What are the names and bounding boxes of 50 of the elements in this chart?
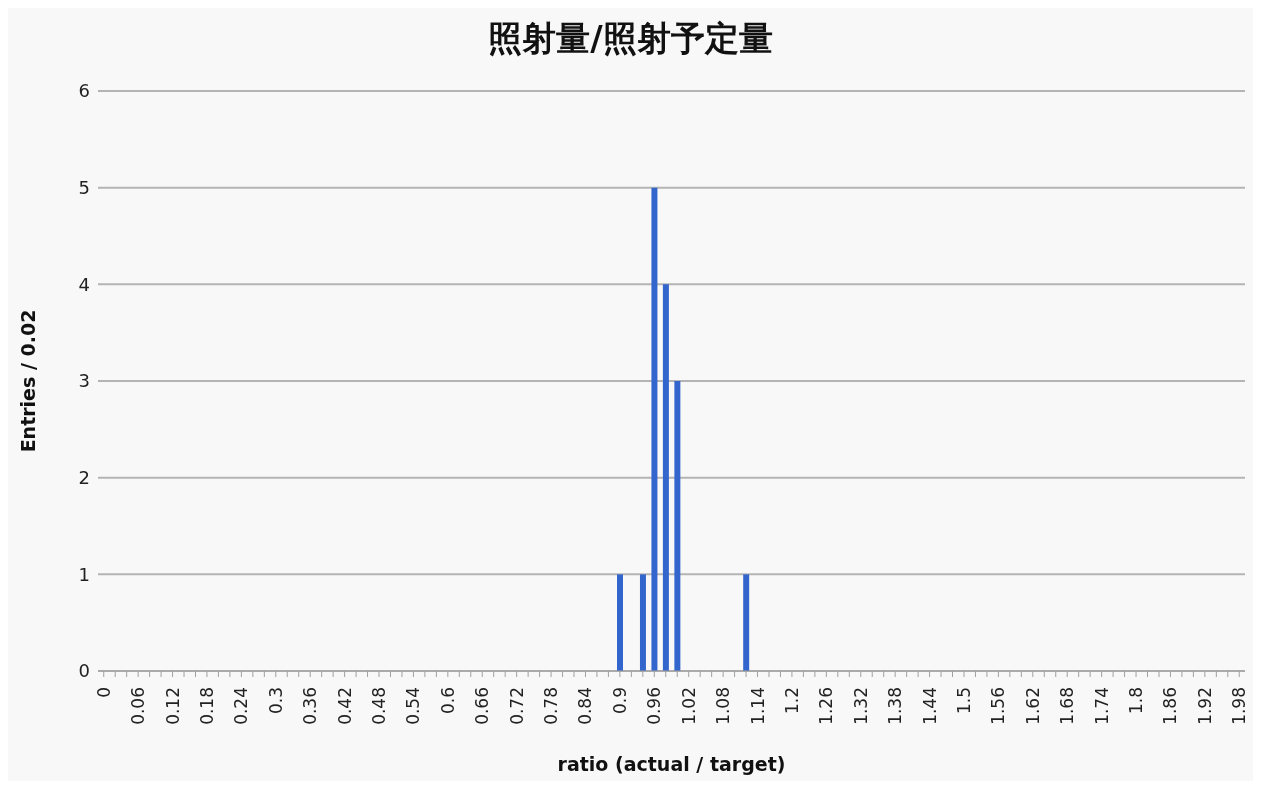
bar [639, 574, 646, 671]
x-tick-label: 0.9 [609, 687, 630, 715]
x-tick-label: 0.42 [334, 687, 355, 725]
x-tick-label: 1.68 [1057, 687, 1078, 725]
x-tick-label: 0.96 [644, 687, 665, 725]
x-tick-label: 0.06 [128, 687, 149, 725]
x-tick-label: 1.92 [1194, 687, 1215, 725]
x-tick-label: 1.02 [678, 687, 699, 725]
bar [674, 381, 681, 671]
x-axis-title: ratio (actual / target) [557, 753, 786, 775]
y-tick-label: 3 [78, 370, 90, 392]
y-tick-label: 1 [78, 563, 90, 585]
bar [651, 187, 658, 671]
chart-title: 照射量/照射予定量 [487, 17, 774, 60]
x-tick-label: 0.84 [575, 687, 596, 725]
x-tick-label: 1.62 [1022, 687, 1043, 725]
x-tick-label: 0.6 [437, 687, 458, 715]
x-tick-label: 1.98 [1229, 687, 1250, 725]
x-tick-label: 0.66 [472, 687, 493, 725]
y-tick-label: 5 [78, 177, 90, 199]
x-tick-label: 1.86 [1160, 687, 1181, 725]
y-axis-title: Entries / 0.02 [16, 309, 39, 453]
bar [743, 574, 750, 671]
x-tick-label: 0.24 [231, 687, 252, 725]
x-tick-label: 0.54 [403, 687, 424, 725]
x-tick-label: 1.32 [850, 687, 871, 725]
x-tick-label: 0.78 [541, 687, 562, 725]
x-tick-label: 1.56 [988, 687, 1009, 725]
x-tick-label: 0.72 [506, 687, 527, 725]
x-tick-label: 1.38 [885, 687, 906, 725]
x-tick-label: 1.26 [816, 687, 837, 725]
y-tick-label: 0 [78, 660, 90, 682]
bar [617, 574, 624, 671]
x-tick-label: 1.8 [1126, 687, 1147, 715]
x-tick-label: 1.5 [953, 687, 974, 715]
y-tick-label: 6 [78, 80, 90, 102]
x-tick-label: 0.3 [265, 687, 286, 715]
x-tick-label: 1.08 [713, 687, 734, 725]
x-tick-label: 1.2 [781, 687, 802, 715]
y-tick-label: 4 [78, 273, 90, 295]
x-tick-label: 1.74 [1091, 687, 1112, 725]
x-tick-label: 0.12 [162, 687, 183, 725]
x-tick-label: 1.44 [919, 687, 940, 725]
x-tick-label: 0.48 [369, 687, 390, 725]
x-tick-label: 0 [93, 687, 114, 698]
bar [662, 284, 669, 671]
y-tick-label: 2 [78, 467, 90, 489]
x-tick-label: 0.18 [196, 687, 217, 725]
x-tick-label: 0.36 [300, 687, 321, 725]
x-tick-label: 1.14 [747, 687, 768, 725]
